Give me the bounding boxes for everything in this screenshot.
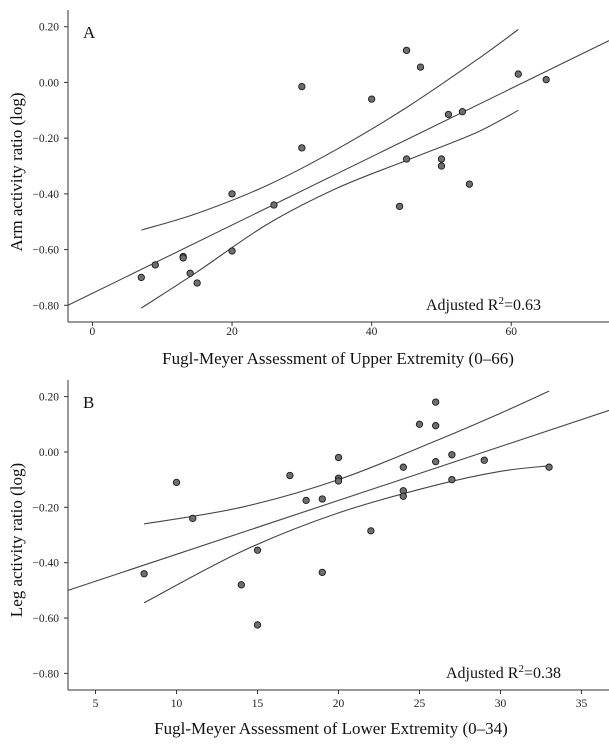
data-point bbox=[415, 420, 424, 428]
ylabel-a: Arm activity ratio (log) bbox=[7, 92, 26, 251]
data-point bbox=[416, 63, 425, 71]
data-point bbox=[432, 422, 440, 430]
xlabel-a: Fugl-Meyer Assessment of Upper Extremity… bbox=[162, 349, 514, 368]
data-point bbox=[367, 527, 375, 535]
data-point bbox=[151, 261, 159, 269]
y-tick-label: −0.20 bbox=[32, 133, 59, 145]
x-tick-label: 15 bbox=[252, 698, 264, 710]
panel-b: Leg activity ratio (log) Fugl-Meyer Asse… bbox=[7, 380, 609, 738]
data-point bbox=[334, 453, 343, 462]
data-point bbox=[298, 144, 306, 152]
x-tick-label: 10 bbox=[171, 698, 183, 710]
data-point bbox=[302, 496, 310, 505]
x-tick-label: 60 bbox=[506, 326, 518, 338]
data-point bbox=[253, 546, 262, 554]
data-point bbox=[237, 581, 245, 589]
y-tick-label: −0.60 bbox=[32, 245, 59, 257]
data-point bbox=[402, 46, 411, 55]
y-tick-label: −0.80 bbox=[32, 668, 59, 680]
data-point bbox=[140, 570, 148, 578]
data-point bbox=[270, 201, 278, 209]
r2-annotation-a: Adjusted R2=0.63 bbox=[426, 295, 541, 314]
x-tick-label: 30 bbox=[495, 698, 507, 710]
x-tick-label: 35 bbox=[576, 698, 588, 710]
ylabel-b: Leg activity ratio (log) bbox=[7, 463, 26, 617]
data-point bbox=[189, 514, 197, 523]
y-tick-label: −0.60 bbox=[32, 613, 59, 625]
data-point bbox=[432, 458, 440, 466]
ci-upper-line bbox=[141, 29, 519, 231]
ci-upper-line bbox=[144, 390, 550, 525]
data-point bbox=[545, 463, 553, 471]
data-point bbox=[402, 155, 411, 163]
data-point bbox=[458, 108, 467, 116]
xlabel-b: Fugl-Meyer Assessment of Lower Extremity… bbox=[154, 719, 508, 738]
data-point bbox=[318, 495, 326, 503]
data-point bbox=[228, 247, 236, 255]
data-point bbox=[193, 279, 201, 287]
y-tick-label: 0.20 bbox=[39, 392, 59, 404]
x-tick-label: 40 bbox=[366, 326, 378, 338]
x-tick-label: 25 bbox=[414, 698, 426, 710]
data-point bbox=[172, 478, 181, 487]
data-point bbox=[334, 477, 343, 485]
data-point bbox=[399, 463, 407, 471]
ci-lower-line bbox=[140, 109, 519, 309]
x-tick-label: 20 bbox=[333, 698, 345, 710]
data-point bbox=[179, 254, 187, 262]
x-tick-label: 5 bbox=[93, 698, 99, 710]
panel-a: Arm activity ratio (log) Fugl-Meyer Asse… bbox=[7, 10, 609, 368]
data-point bbox=[318, 568, 326, 577]
data-point bbox=[368, 95, 376, 103]
data-point bbox=[514, 70, 522, 78]
data-point bbox=[465, 180, 474, 188]
data-point bbox=[448, 451, 456, 459]
data-point bbox=[444, 110, 453, 119]
data-point bbox=[437, 155, 446, 163]
y-tick-label: 0.00 bbox=[39, 447, 59, 459]
data-point bbox=[399, 492, 407, 500]
y-tick-label: −0.40 bbox=[32, 189, 59, 201]
data-point bbox=[286, 471, 294, 480]
data-point bbox=[298, 82, 306, 91]
data-point bbox=[253, 621, 262, 629]
y-tick-label: 0.20 bbox=[39, 22, 59, 34]
data-point bbox=[542, 75, 550, 84]
data-point bbox=[395, 202, 404, 211]
data-point bbox=[432, 398, 440, 406]
ci-lower-line bbox=[143, 465, 550, 604]
data-point bbox=[228, 190, 236, 198]
panel-label-b: B bbox=[83, 393, 94, 412]
data-point bbox=[186, 269, 194, 277]
y-tick-label: 0.00 bbox=[39, 77, 59, 89]
x-tick-label: 0 bbox=[90, 326, 96, 338]
data-point bbox=[437, 162, 446, 170]
regression-line bbox=[67, 40, 609, 306]
data-point bbox=[137, 273, 145, 282]
y-tick-label: −0.40 bbox=[32, 558, 59, 570]
r2-annotation-b: Adjusted R2=0.38 bbox=[446, 663, 561, 682]
y-tick-label: −0.80 bbox=[32, 300, 59, 312]
data-point bbox=[480, 456, 488, 464]
regression-line bbox=[67, 409, 609, 591]
y-tick-label: −0.20 bbox=[32, 502, 59, 514]
data-point bbox=[448, 475, 456, 484]
panel-label-a: A bbox=[83, 23, 96, 42]
x-tick-label: 20 bbox=[226, 326, 238, 338]
